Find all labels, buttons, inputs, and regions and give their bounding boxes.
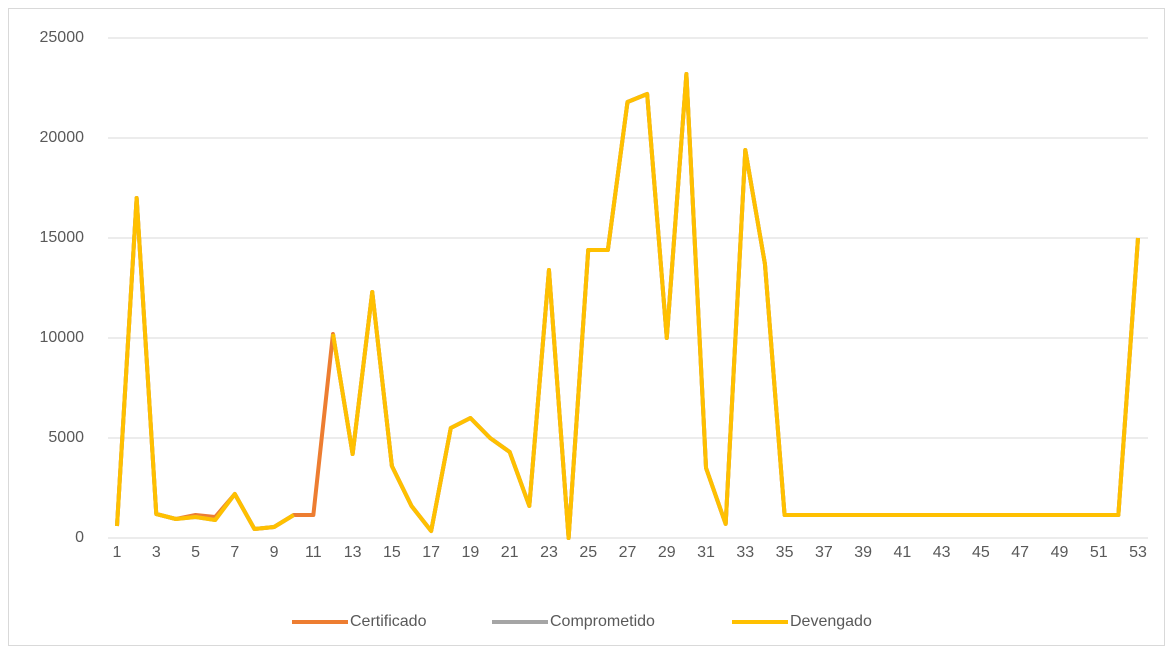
x-tick-label: 47 [1011, 544, 1029, 561]
legend-label: Certificado [350, 613, 427, 630]
y-tick-label: 10000 [40, 329, 85, 346]
x-tick-label: 51 [1090, 544, 1108, 561]
x-tick-label: 45 [972, 544, 990, 561]
x-tick-label: 53 [1129, 544, 1147, 561]
x-tick-label: 19 [462, 544, 480, 561]
x-tick-label: 31 [697, 544, 715, 561]
x-tick-label: 33 [736, 544, 754, 561]
legend-label: Devengado [790, 613, 872, 630]
x-tick-label: 3 [152, 544, 161, 561]
x-tick-label: 25 [579, 544, 597, 561]
x-tick-label: 1 [113, 544, 122, 561]
x-tick-label: 27 [619, 544, 637, 561]
chart-border [8, 8, 1165, 646]
x-tick-label: 39 [854, 544, 872, 561]
x-tick-label: 49 [1051, 544, 1069, 561]
y-tick-label: 15000 [40, 229, 85, 246]
x-tick-label: 29 [658, 544, 676, 561]
x-tick-label: 15 [383, 544, 401, 561]
x-tick-label: 7 [230, 544, 239, 561]
x-tick-label: 23 [540, 544, 558, 561]
x-tick-label: 35 [776, 544, 794, 561]
x-tick-label: 13 [344, 544, 362, 561]
x-tick-label: 9 [270, 544, 279, 561]
legend-label: Comprometido [550, 613, 655, 630]
x-tick-label: 11 [305, 544, 322, 561]
x-tick-label: 21 [501, 544, 519, 561]
x-tick-label: 37 [815, 544, 833, 561]
x-tick-label: 17 [422, 544, 440, 561]
x-tick-label: 43 [933, 544, 951, 561]
y-tick-label: 20000 [40, 129, 85, 146]
y-tick-label: 25000 [40, 29, 85, 46]
x-tick-label: 5 [191, 544, 200, 561]
x-tick-label: 41 [893, 544, 911, 561]
series-line [115, 72, 1140, 540]
y-tick-label: 5000 [48, 429, 84, 446]
y-tick-label: 0 [75, 529, 84, 546]
